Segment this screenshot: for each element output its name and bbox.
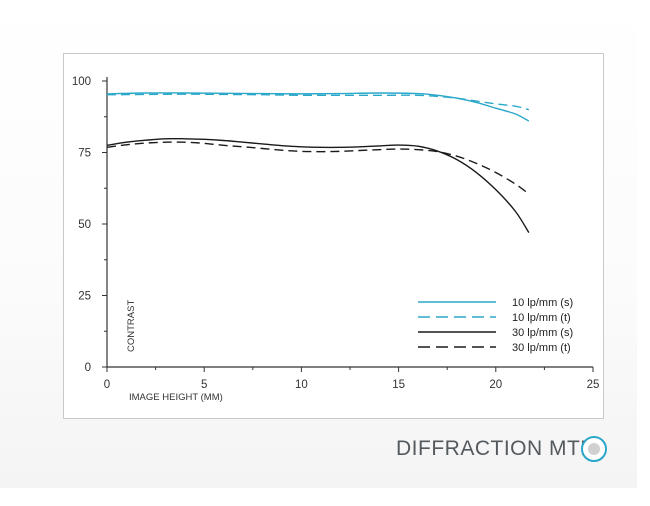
y-tick-label: 100 [72, 76, 91, 88]
y-tick-label: 50 [78, 219, 91, 231]
y-tick-label: 75 [78, 148, 91, 160]
legend-label-1: 10 lp/mm (s) [512, 297, 573, 309]
series-line-4 [106, 141, 530, 195]
diffraction-mtf-caption: DIFFRACTION MTF [396, 437, 594, 460]
series-line-2 [106, 93, 530, 111]
x-tick-label: 5 [201, 379, 207, 391]
legend-label-3: 30 lp/mm (s) [512, 327, 573, 339]
chart-ticks: 0 25 50 75 100 0 5 10 15 20 25 [72, 76, 600, 391]
x-tick-label: 25 [587, 379, 600, 391]
x-tick-label: 20 [489, 379, 502, 391]
radio-indicator-icon[interactable] [581, 436, 607, 462]
y-tick-label: 25 [78, 291, 91, 303]
legend-label-4: 30 lp/mm (t) [512, 342, 571, 354]
series-line-1 [106, 92, 530, 122]
chart-legend: 10 lp/mm (s) 10 lp/mm (t) 30 lp/mm (s) 30 l… [418, 297, 573, 354]
legend-label-2: 10 lp/mm (t) [512, 312, 571, 324]
radio-dot [588, 443, 600, 455]
x-tick-label: 15 [392, 379, 405, 391]
y-axis-label: CONTRAST [126, 300, 137, 352]
x-tick-label: 10 [295, 379, 308, 391]
chart-series [106, 92, 530, 233]
x-axis-label: IMAGE HEIGHT (MM) [129, 392, 223, 403]
x-tick-label: 0 [104, 379, 110, 391]
series-line-3 [106, 137, 530, 233]
y-tick-label: 0 [85, 362, 91, 374]
